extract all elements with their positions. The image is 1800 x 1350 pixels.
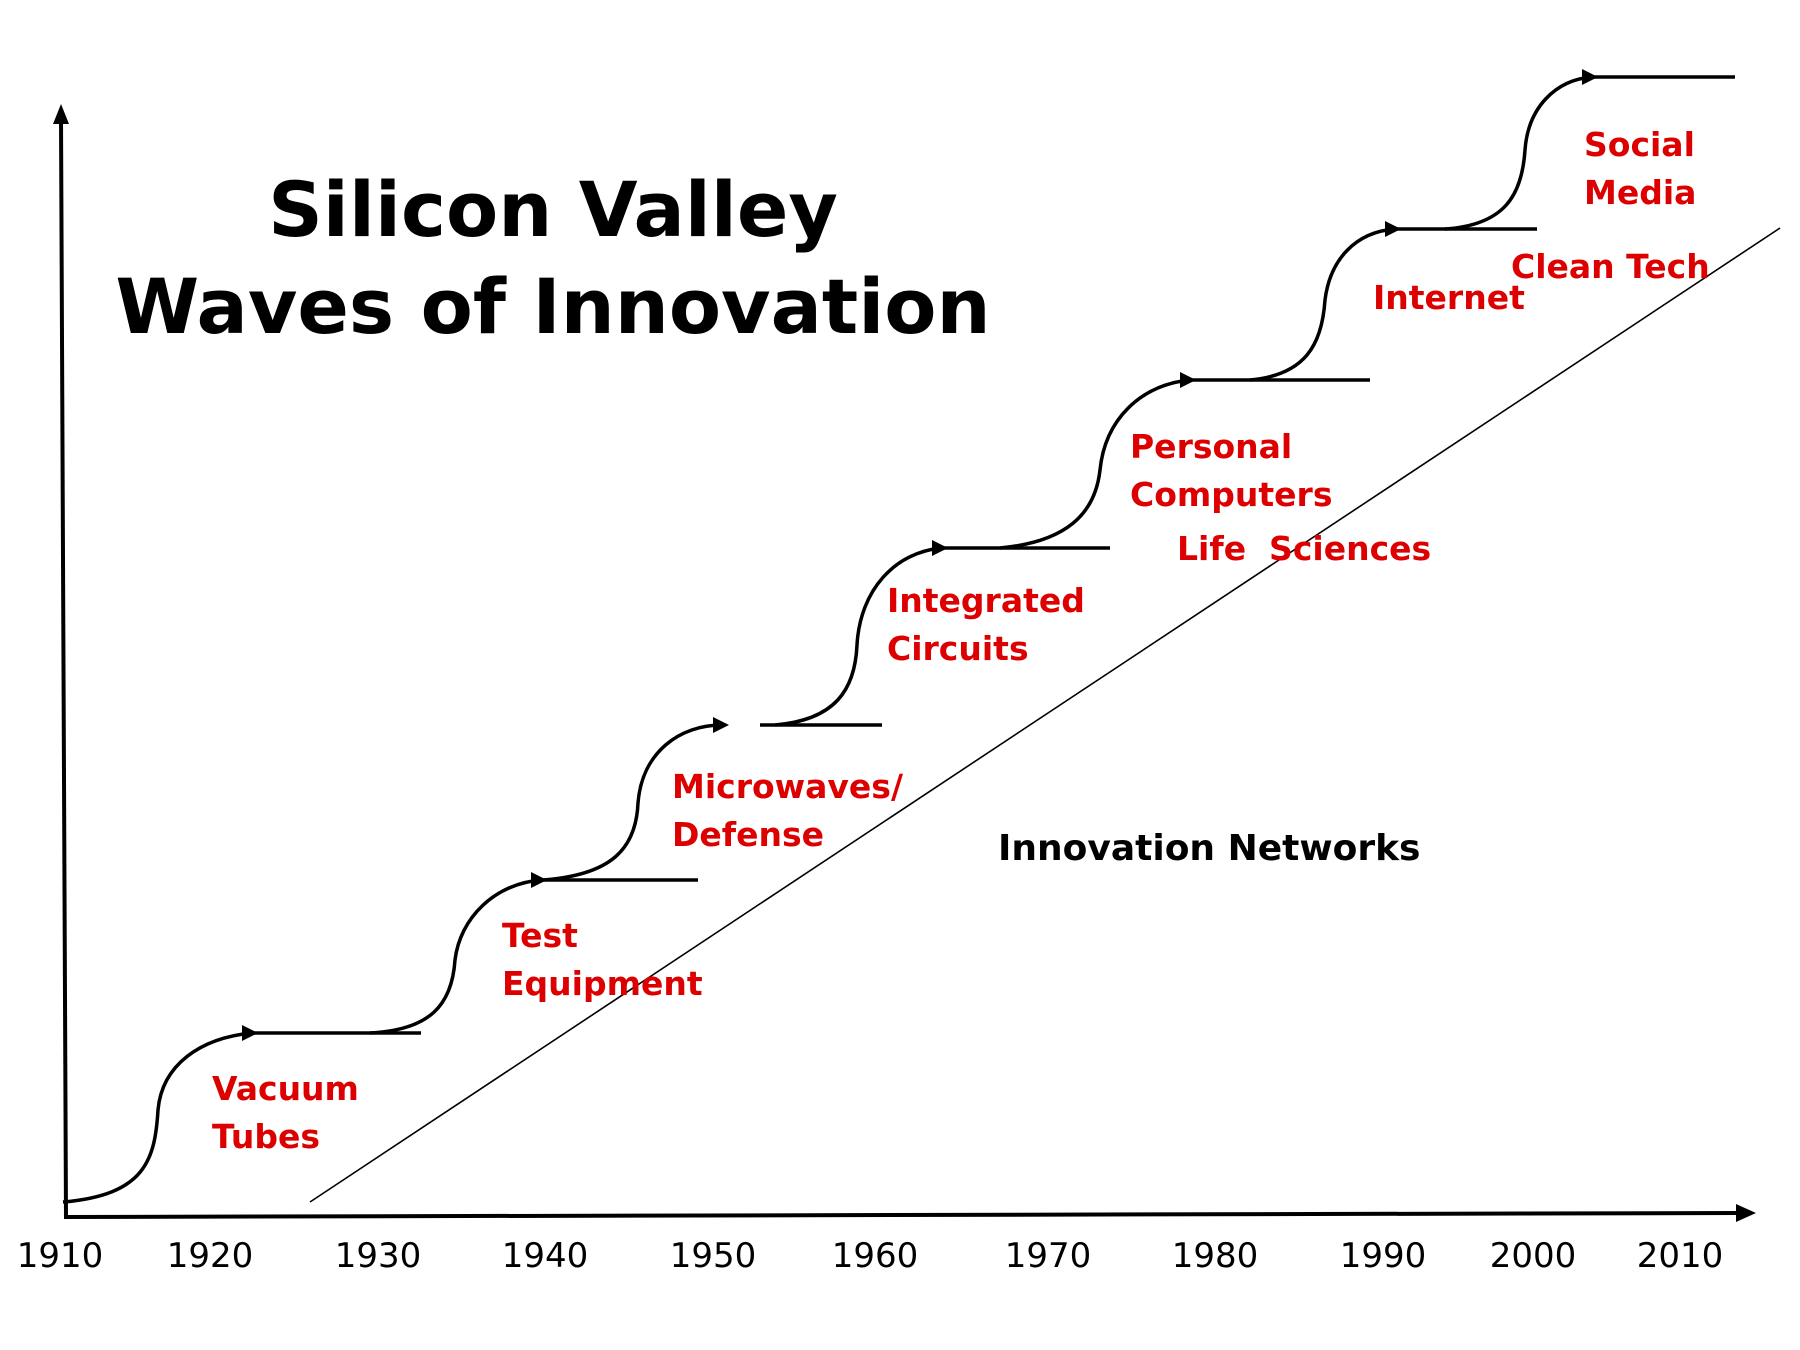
wave-label-vacuum-tubes: Vacuum Tubes [212,1069,370,1156]
x-tick-label: 1950 [670,1236,757,1276]
x-tick-label: 1930 [335,1236,422,1276]
wave-arrow-7 [1582,69,1598,85]
wave-label-test-equipment: Test Equipment [502,916,703,1003]
wave-label-line: Circuits [887,629,1029,668]
wave-label-line: Test [502,916,578,955]
wave-curve-1 [62,1031,253,1204]
y-axis-arrow [53,104,69,124]
wave-label-line: Computers [1130,475,1332,514]
wave-label-clean-tech: Clean Tech [1511,247,1710,286]
wave-label-line: Media [1584,173,1696,212]
wave-label-social-media: Social Media [1584,125,1706,212]
x-tick-label: 1980 [1172,1236,1259,1276]
title-line-2: Waves of Innovation [115,262,990,351]
wave-label-personal-computers: Personal Computers [1130,427,1332,514]
wave-curve-6 [1249,227,1396,382]
wave-arrow-6 [1385,221,1401,237]
x-tick-label: 1970 [1005,1236,1092,1276]
wave-curve-2 [369,878,543,1035]
wave-label-line: Equipment [502,964,703,1003]
x-tick-label: 1940 [502,1236,589,1276]
wave-label-line: Vacuum [212,1069,359,1108]
y-axis-line [59,117,68,1219]
wave-label-line: Integrated [887,581,1085,620]
x-tick-label: 2000 [1490,1236,1577,1276]
wave-curve-5 [999,378,1191,550]
wave-label-line: Personal [1130,427,1292,466]
wave-curve-7 [1444,75,1593,231]
wave-curve-3 [542,723,723,882]
wave-arrow-4 [932,540,948,556]
wave-arrow-3 [713,717,729,733]
innovation-networks-label: Innovation Networks [998,828,1420,869]
wave-label-line: Tubes [212,1117,320,1156]
x-tick-label: 2010 [1637,1236,1724,1276]
wave-label-life-sciences: Life Sciences [1177,529,1431,568]
x-tick-label: 1960 [832,1236,919,1276]
x-tick-label: 1990 [1340,1236,1427,1276]
wave-label-line: Social [1584,125,1695,164]
title-line-1: Silicon Valley [268,165,838,254]
wave-arrow-5 [1180,372,1196,388]
wave-label-line: Defense [672,815,824,854]
wave-label-internet: Internet [1373,278,1525,317]
wave-arrow-2 [531,872,547,888]
x-axis-line [63,1211,1739,1219]
x-tick-label: 1910 [17,1236,104,1276]
wave-label-integrated-circuits: Integrated Circuits [887,581,1096,668]
x-tick-label: 1920 [167,1236,254,1276]
wave-curve-4 [774,546,943,727]
x-axis-arrow [1736,1204,1756,1222]
wave-arrow-1 [242,1025,258,1041]
wave-label-microwaves-defense: Microwaves/ Defense [672,767,915,854]
wave-label-line: Microwaves/ [672,767,904,806]
innovation-network-trend-line [309,227,1781,1203]
